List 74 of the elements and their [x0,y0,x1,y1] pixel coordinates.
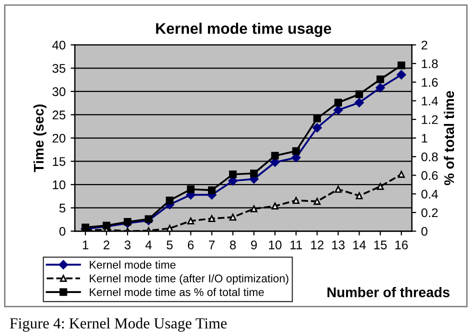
point [271,152,279,160]
x-tick-label: 6 [188,240,194,250]
y-tick-label: 15 [52,157,66,166]
legend-label: Kernel mode time (after I/O optimization) [90,274,288,285]
point [398,170,405,178]
y2-tick-label: 1 [422,134,428,143]
point [356,192,363,200]
x-tick-label: 4 [145,240,152,250]
y2-tick-label: 1.6 [422,78,438,87]
point [272,202,278,210]
chart-title: Kernel mode time usage [156,22,332,38]
point [354,98,364,108]
y-tick-label: 20 [52,134,66,143]
point [292,147,300,155]
point [312,123,322,132]
point [250,170,258,178]
point [144,215,152,223]
point [398,62,406,70]
y2-tick-label: 0.4 [421,190,438,199]
point [250,205,258,212]
y2-tick-label: 2 [422,40,428,50]
point [292,196,300,204]
point [355,90,364,98]
x-tick-label: 9 [251,240,257,250]
x-tick-label: 14 [353,240,366,250]
caption: Figure 4: Kernel Mode Usage Time [10,318,227,332]
y2-tick-label: 1.4 [422,96,438,106]
y-tick-label: 5 [59,204,66,213]
point [314,198,321,205]
legend-label: Kernel mode time [90,260,176,269]
x-tick-label: 3 [124,240,130,250]
y-tick-label: 35 [52,64,66,73]
y2-tick-label: 0 [421,226,428,236]
x-tick-label: 10 [268,240,282,250]
x-tick-label: 16 [395,240,408,250]
y2-axis-title: % of total time [444,91,454,186]
y-tick-label: 30 [52,87,66,96]
x-tick-label: 13 [332,240,345,250]
y2-tick-label: 1.2 [422,115,438,124]
x-axis-title: Number of threads [328,287,450,298]
x-tick-label: 8 [230,240,236,250]
y2-tick-label: 0.2 [421,208,438,218]
point [334,105,343,115]
point [313,114,321,122]
y-axis-title: Time (sec) [33,104,46,172]
y2-tick-label: 0.8 [421,152,438,162]
point [166,196,174,204]
point [186,185,195,194]
point [208,186,216,194]
x-tick-label: 11 [290,240,302,250]
point [334,98,342,106]
x-tick-label: 2 [104,240,110,250]
y-tick-label: 25 [52,110,66,120]
point [334,186,342,193]
point [124,218,132,226]
point [208,215,216,222]
x-tick-label: 12 [311,240,324,250]
point [376,182,384,190]
point [229,170,237,178]
point [396,70,406,80]
y2-tick-label: 0.6 [421,171,438,180]
x-tick-label: 7 [208,240,215,250]
x-tick-label: 5 [166,240,173,250]
point [376,76,384,84]
legend-label: Kernel mode time as % of total time [90,288,264,296]
y-tick-label: 40 [52,40,66,50]
y2-tick-label: 1.8 [422,59,438,68]
point [187,217,194,224]
point [376,83,385,92]
x-tick-label: 1 [82,240,88,250]
y-tick-label: 10 [52,180,66,190]
point [229,214,236,221]
x-tick-label: 15 [374,240,387,250]
y-tick-label: 0 [59,226,66,236]
